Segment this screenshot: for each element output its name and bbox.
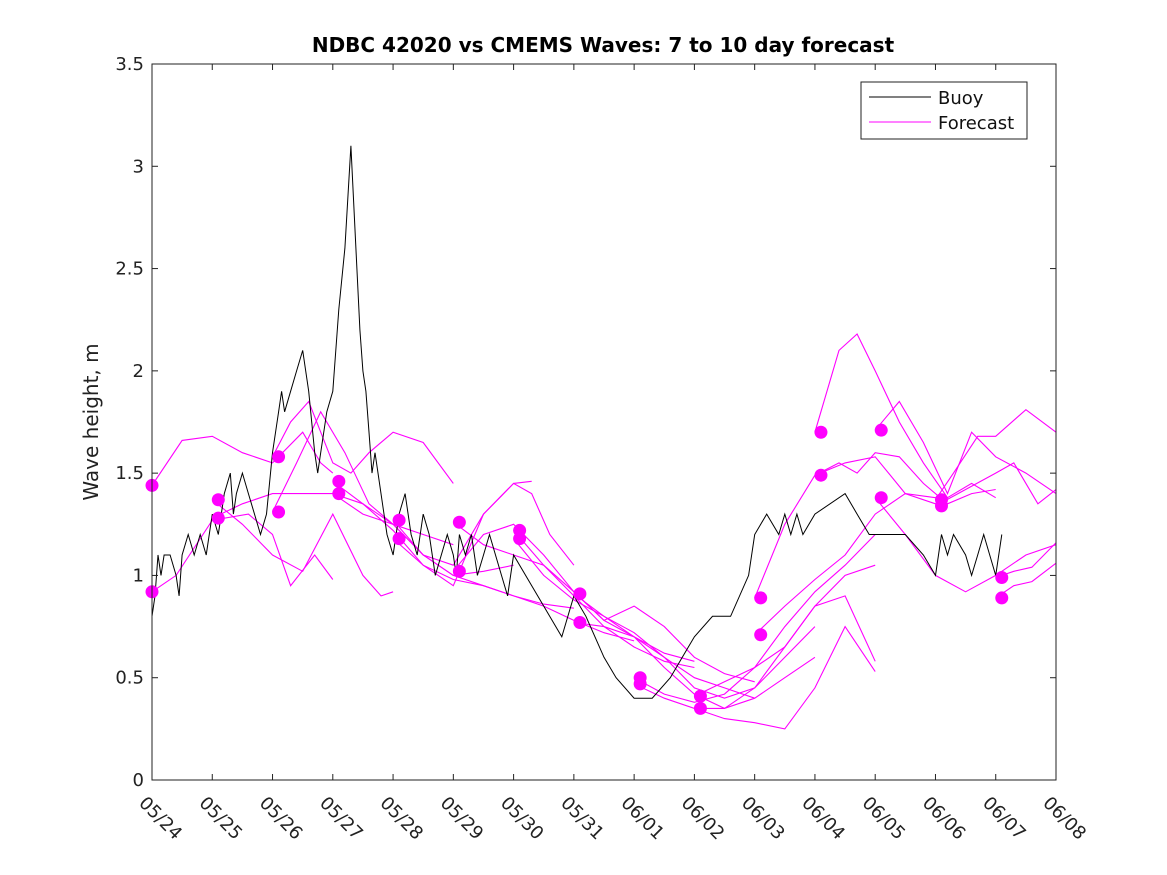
forecast-line (694, 595, 876, 697)
x-tick-label: 06/04 (797, 793, 849, 845)
x-tick-label: 05/31 (556, 793, 608, 845)
buoy-line-path (152, 145, 1003, 699)
forecast-start-marker (392, 513, 406, 527)
buoy-line (152, 145, 1003, 699)
y-tick-label: 2 (133, 361, 144, 382)
forecast-start-marker (995, 591, 1009, 605)
y-tick-label: 3.5 (115, 54, 144, 75)
legend-label-forecast: Forecast (938, 113, 1014, 134)
forecast-line (814, 333, 996, 499)
forecast-line (995, 562, 1056, 599)
x-tick-label: 06/01 (617, 793, 669, 845)
forecast-lines (152, 333, 1056, 730)
forecast-start-marker (693, 689, 707, 703)
y-tick-label: 2.5 (115, 259, 144, 280)
forecast-start-marker (211, 511, 225, 525)
forecast-start-marker (874, 423, 888, 437)
forecast-start-marker (272, 450, 286, 464)
forecast-line (152, 431, 334, 486)
forecast-start-marker (934, 499, 948, 513)
x-tick-label: 05/29 (436, 793, 488, 845)
forecast-line (392, 538, 635, 642)
forecast-line (754, 456, 936, 599)
forecast-start-marker (573, 587, 587, 601)
legend: Buoy Forecast (860, 81, 1028, 140)
forecast-line (874, 400, 1056, 495)
forecast-line (332, 493, 574, 609)
forecast-line (633, 564, 876, 709)
x-tick-label: 05/24 (134, 793, 186, 845)
forecast-start-marker (452, 564, 466, 578)
x-tick-label: 06/08 (1038, 793, 1090, 845)
forecast-line (513, 530, 755, 683)
forecast-line (212, 493, 454, 546)
forecast-start-marker (513, 532, 527, 546)
forecast-start-marker (332, 487, 346, 501)
y-tick-label: 1 (133, 565, 144, 586)
forecast-start-marker (995, 570, 1009, 584)
forecast-line (152, 513, 334, 593)
forecast-start-marker (754, 591, 768, 605)
x-tick-label: 05/25 (195, 793, 247, 845)
forecast-line (272, 400, 454, 484)
x-tick-label: 06/02 (677, 793, 729, 845)
forecast-start-marker (392, 532, 406, 546)
forecast-start-marker (754, 628, 768, 642)
plot-frame (151, 63, 1057, 781)
y-tick-label: 3 (133, 156, 144, 177)
forecast-start-markers (145, 423, 1009, 715)
forecast-start-marker (272, 505, 286, 519)
x-tick-label: 05/30 (496, 793, 548, 845)
forecast-start-marker (332, 474, 346, 488)
forecast-line (392, 482, 575, 566)
y-axis-label: Wave height, m (79, 343, 103, 500)
x-tick-label: 06/05 (858, 793, 910, 845)
forecast-start-marker (211, 493, 225, 507)
forecast-line (573, 593, 816, 699)
x-tick-label: 06/06 (918, 793, 970, 845)
forecast-line (874, 497, 1056, 593)
forecast-start-marker (874, 491, 888, 505)
forecast-start-marker (693, 701, 707, 715)
y-tick-label: 0.5 (115, 668, 144, 689)
forecast-line (272, 410, 514, 576)
forecast-line (211, 499, 394, 597)
plot-area (145, 145, 1056, 730)
forecast-start-marker (452, 515, 466, 529)
y-tick-label: 0 (133, 770, 144, 791)
chart-title: NDBC 42020 vs CMEMS Waves: 7 to 10 day f… (312, 33, 895, 57)
forecast-start-marker (573, 615, 587, 629)
y-tick-label: 1.5 (115, 463, 144, 484)
forecast-start-marker (814, 468, 828, 482)
legend-box (860, 81, 1028, 140)
x-tick-label: 05/28 (376, 793, 428, 845)
forecast-line (935, 408, 1056, 501)
forecast-line (935, 462, 1056, 507)
forecast-start-marker (633, 677, 647, 691)
forecast-start-marker (814, 425, 828, 439)
forecast-line (694, 625, 876, 730)
forecast-line (754, 493, 936, 636)
x-tick-label: 06/07 (978, 793, 1030, 845)
x-tick-label: 06/03 (737, 793, 789, 845)
y-axis: 0 0.5 1 1.5 2 2.5 3 3.5 (115, 54, 1056, 791)
forecast-line (814, 452, 996, 505)
x-tick-label: 05/26 (255, 793, 307, 845)
x-tick-label: 05/27 (315, 793, 367, 845)
legend-label-buoy: Buoy (938, 88, 984, 109)
